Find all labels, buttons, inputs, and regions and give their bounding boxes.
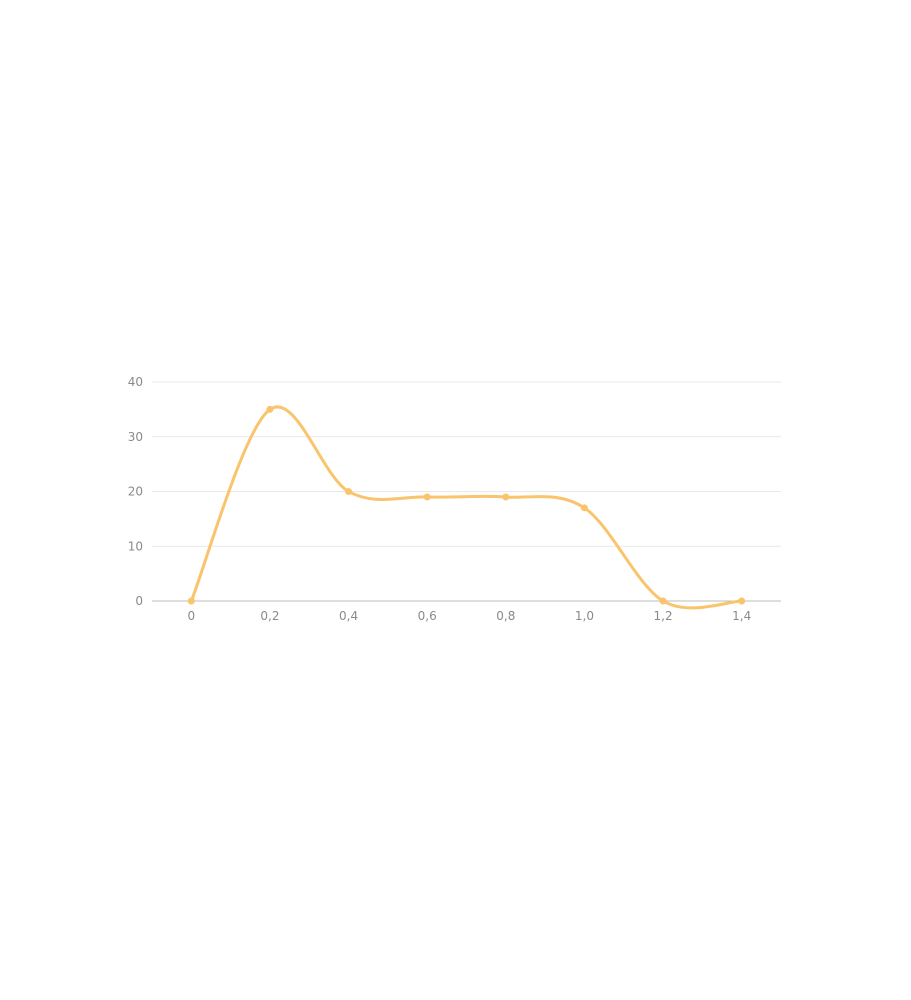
data-point[interactable] xyxy=(659,597,667,605)
y-tick-label: 10 xyxy=(128,539,143,553)
y-tick-label: 40 xyxy=(128,375,143,389)
y-tick-label: 20 xyxy=(128,485,143,499)
x-tick-label: 0,8 xyxy=(496,609,515,623)
x-tick-label: 0,6 xyxy=(418,609,437,623)
x-tick-label: 1,4 xyxy=(732,609,751,623)
x-tick-label: 1,0 xyxy=(575,609,594,623)
data-point[interactable] xyxy=(187,597,195,605)
data-point[interactable] xyxy=(266,405,274,413)
data-point[interactable] xyxy=(580,504,588,512)
x-axis-tick-labels: 0 0,2 0,4 0,6 0,8 1,0 1,2 1,4 xyxy=(187,609,751,623)
data-point[interactable] xyxy=(738,597,746,605)
x-tick-label: 1,2 xyxy=(654,609,673,623)
y-tick-label: 30 xyxy=(128,430,143,444)
x-tick-label: 0,2 xyxy=(260,609,279,623)
y-tick-label: 0 xyxy=(135,594,143,608)
x-tick-label: 0,4 xyxy=(339,609,358,623)
data-point[interactable] xyxy=(345,488,353,495)
data-point[interactable] xyxy=(502,493,510,501)
series-group xyxy=(187,405,746,610)
x-tick-label: 0 xyxy=(187,609,195,623)
grid-lines xyxy=(152,381,781,547)
series-line-0 xyxy=(189,405,744,610)
data-point[interactable] xyxy=(423,493,431,501)
y-axis-tick-labels: 0 10 20 30 40 xyxy=(128,375,143,608)
